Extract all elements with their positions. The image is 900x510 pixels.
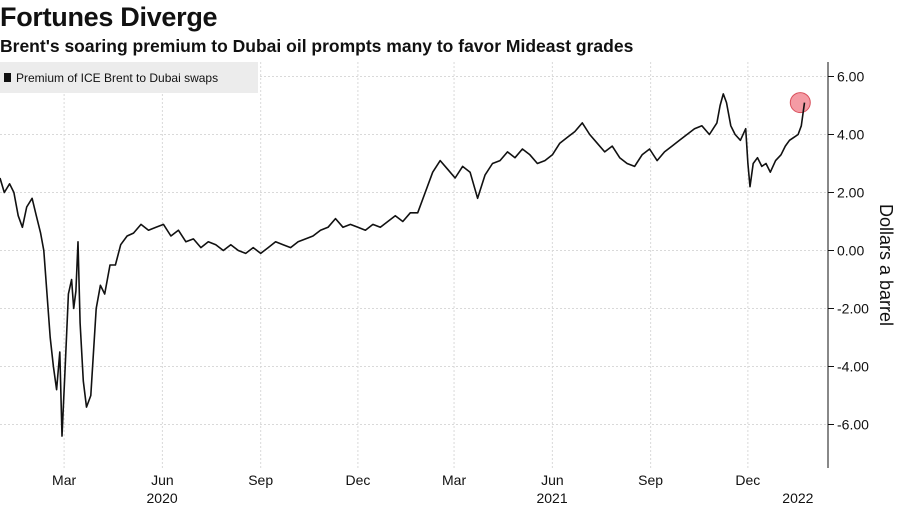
- x-tick-label: Jun: [541, 472, 564, 488]
- y-tick-label: -4.00: [837, 359, 869, 375]
- x-tick-label: Sep: [638, 472, 663, 488]
- y-axis: 6.00 4.00 2.00 0.00 -2.00 -4.00 -6.00: [827, 62, 869, 468]
- legend-swatch: [4, 73, 11, 82]
- chart-subtitle: Brent's soaring premium to Dubai oil pro…: [0, 36, 634, 56]
- x-year-label: 2021: [536, 490, 567, 506]
- gridlines: [0, 62, 828, 468]
- highlight-layer: [789, 92, 811, 114]
- x-tick-label: Mar: [442, 472, 466, 488]
- y-tick-label: 6.00: [837, 69, 864, 85]
- y-axis-label: Dollars a barrel: [876, 204, 896, 326]
- legend-label: Premium of ICE Brent to Dubai swaps: [16, 70, 219, 85]
- y-tick-label: 0.00: [837, 243, 864, 259]
- legend: Premium of ICE Brent to Dubai swaps: [0, 62, 258, 93]
- y-tick-label: -2.00: [837, 301, 869, 317]
- series-line: [0, 93, 806, 437]
- y-tick-label: 4.00: [837, 127, 864, 143]
- x-year-label: 2020: [147, 490, 178, 506]
- y-tick-label: -6.00: [837, 417, 869, 433]
- x-tick-label: Dec: [735, 472, 760, 488]
- chart-title: Fortunes Diverge: [0, 2, 218, 32]
- y-tick-label: 2.00: [837, 185, 864, 201]
- x-tick-label: Mar: [52, 472, 76, 488]
- series-layer: [0, 93, 806, 437]
- x-tick-label: Dec: [345, 472, 370, 488]
- x-axis: Mar 2020 Jun Sep Dec Mar 2021 Jun Sep Dec 2022: [52, 472, 814, 506]
- x-tick-label: Sep: [248, 472, 273, 488]
- x-year-label: 2022: [782, 490, 813, 506]
- latest-value-marker: [789, 92, 811, 114]
- x-tick-label: Jun: [151, 472, 174, 488]
